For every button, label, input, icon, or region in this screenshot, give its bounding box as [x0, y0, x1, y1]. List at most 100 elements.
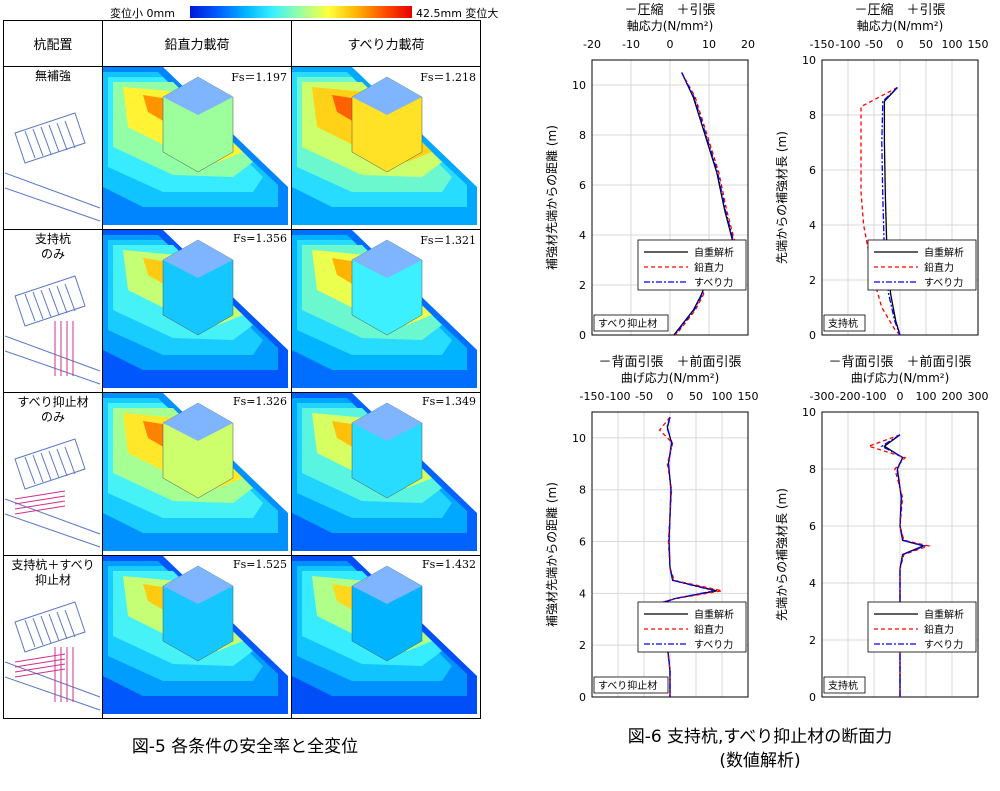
- legend-entry: 自重解析: [924, 608, 964, 621]
- header-vertical-load: 鉛直力載荷: [102, 20, 292, 67]
- legend-entry: 自重解析: [694, 246, 734, 259]
- legend-entry: 鉛直力: [924, 623, 954, 636]
- y-tick-label: 2: [809, 634, 816, 647]
- plot-frame: [591, 59, 749, 336]
- pile-layout-sketch: [5, 438, 101, 548]
- series-line: [883, 434, 926, 697]
- y-tick-label: 8: [809, 463, 816, 476]
- figure-6-caption-sub: (数値解析): [719, 751, 801, 771]
- row-label-cell: 支持杭＋すべり 抑止材: [3, 555, 103, 719]
- y-tick-label: 4: [579, 229, 586, 242]
- displacement-contour-cell: Fs＝1.197: [102, 66, 292, 230]
- x-tick-label: 150: [968, 38, 989, 51]
- y-tick-label: 8: [809, 109, 816, 122]
- y-tick-label: 2: [579, 639, 586, 652]
- table-row: 支持杭＋すべり 抑止材 Fs=1.525 Fs=1.432: [3, 555, 481, 719]
- x-tick-label: 20: [741, 38, 755, 51]
- series-line: [675, 72, 736, 336]
- series-line: [880, 434, 927, 697]
- row-label-cell: すべり抑止材 のみ: [3, 392, 103, 556]
- table-row: 無補強 Fs＝1.197 Fs＝1.218: [3, 66, 481, 230]
- y-tick-label: 6: [579, 536, 586, 549]
- vertical-load-contour: [103, 230, 288, 388]
- displacement-contour-cell: Fs=1.326: [102, 392, 292, 556]
- x-tick-label: 0: [897, 390, 904, 403]
- chart-tag-box: [823, 676, 866, 694]
- y-tick-label: 0: [579, 691, 586, 704]
- chart-title: －圧縮 ＋引張: [854, 2, 945, 18]
- safety-factor-label: Fs=1.349: [422, 395, 476, 408]
- x-tick-label: -100: [836, 38, 861, 51]
- y-tick-label: 0: [809, 691, 816, 704]
- safety-factor-label: Fs=1.432: [422, 558, 476, 571]
- y-tick-label: 8: [579, 484, 586, 497]
- y-axis-label: 補強材先端からの距離 (m): [545, 482, 559, 627]
- y-axis-label: 補強材先端からの距離 (m): [545, 125, 559, 270]
- legend-entry: 鉛直力: [694, 623, 724, 636]
- vertical-load-contour: [103, 393, 288, 551]
- x-tick-label: 50: [919, 38, 933, 51]
- x-tick-label: -50: [635, 390, 653, 403]
- x-tick-label: 100: [712, 390, 733, 403]
- chart-tag: 支持杭: [828, 317, 858, 330]
- legend-colour-bar: [190, 6, 412, 18]
- header-pile-layout: 杭配置: [3, 20, 103, 67]
- displacement-contour-cell: Fs=1.432: [291, 555, 481, 719]
- vertical-load-contour: [103, 67, 288, 225]
- legend-small-label: 変位小 0mm: [110, 7, 175, 20]
- row-label: 支持杭 のみ: [34, 232, 71, 261]
- legend-entry: すべり力: [694, 276, 733, 289]
- y-axis-label: 先端からの補強材長 (m): [775, 131, 789, 264]
- x-axis-label: 曲げ応力(N/mm²): [621, 371, 720, 385]
- x-tick-label: 300: [968, 390, 989, 403]
- chart-tag-box: [823, 314, 866, 332]
- row-label: すべり抑止材 のみ: [17, 395, 89, 424]
- sliding-load-contour: [292, 230, 477, 388]
- safety-factor-label: Fs＝1.197: [231, 71, 287, 84]
- x-tick-label: 100: [916, 390, 937, 403]
- pile-layout-sketch: [5, 112, 101, 222]
- series-line: [674, 72, 734, 336]
- legend-large-label: 42.5mm 変位大: [416, 7, 499, 20]
- x-tick-label: 0: [667, 38, 674, 51]
- series-line: [860, 86, 901, 336]
- chart-tag: すべり抑止材: [598, 317, 657, 330]
- y-tick-label: 10: [802, 406, 816, 419]
- legend-entry: すべり力: [694, 638, 733, 651]
- series-line: [655, 416, 723, 697]
- series-line: [657, 417, 715, 697]
- displacement-contour-cell: Fs=1.349: [291, 392, 481, 556]
- pile-layout-sketch: [5, 601, 101, 711]
- displacement-contour-cell: Fs=1.356: [102, 229, 292, 393]
- y-axis-label: 先端からの補強材長 (m): [775, 488, 789, 621]
- x-tick-label: -20: [583, 38, 601, 51]
- figure-5-caption: 図-5 各条件の安全率と全変位: [131, 737, 359, 757]
- y-tick-label: 2: [579, 279, 586, 292]
- x-tick-label: -200: [836, 390, 861, 403]
- y-tick-label: 0: [579, 329, 586, 342]
- x-tick-label: 0: [897, 38, 904, 51]
- legend-entry: すべり力: [924, 638, 963, 651]
- legend-entry: 自重解析: [694, 608, 734, 621]
- x-tick-label: -150: [580, 390, 605, 403]
- legend-entry: すべり力: [924, 276, 963, 289]
- table-row: 支持杭 のみ Fs=1.356 Fs＝1.321: [3, 229, 481, 393]
- safety-factor-label: Fs＝1.218: [420, 71, 476, 84]
- x-tick-label: 100: [942, 38, 963, 51]
- chart-title: －背面引張 ＋前面引張: [598, 354, 741, 370]
- safety-factor-label: Fs=1.525: [233, 558, 287, 571]
- y-tick-label: 6: [579, 179, 586, 192]
- y-tick-label: 4: [809, 219, 816, 232]
- chart-tag: すべり抑止材: [598, 679, 657, 692]
- y-tick-label: 10: [572, 79, 586, 92]
- y-tick-label: 4: [809, 577, 816, 590]
- vertical-load-contour: [103, 556, 288, 714]
- x-tick-label: -100: [862, 390, 887, 403]
- x-axis-label: 軸応力(N/mm²): [627, 19, 714, 33]
- y-tick-label: 6: [809, 164, 816, 177]
- series-line: [881, 87, 901, 336]
- x-tick-label: -50: [865, 38, 883, 51]
- y-tick-label: 2: [809, 274, 816, 287]
